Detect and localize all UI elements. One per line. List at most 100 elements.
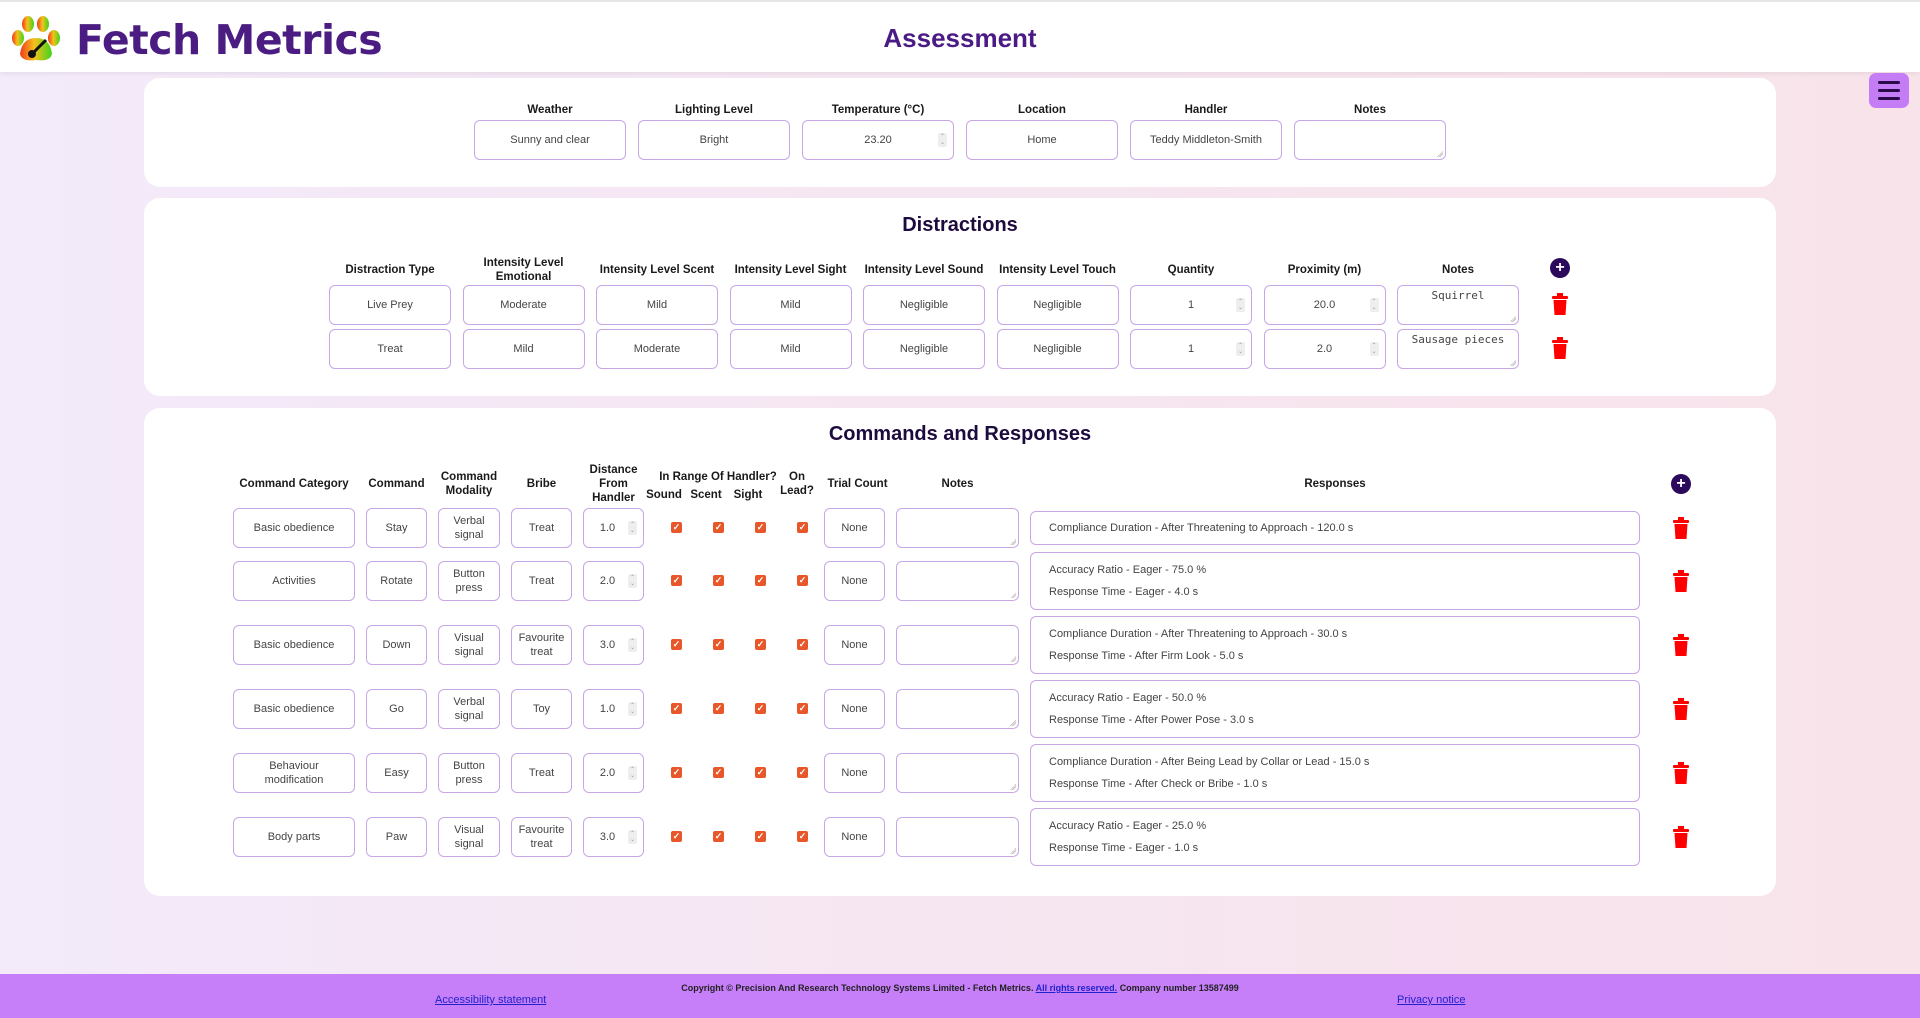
scent-checkbox[interactable]: ✓ <box>713 522 724 533</box>
delete-command-trash-icon[interactable] <box>1673 570 1689 592</box>
bribe-select[interactable]: Favourite treat <box>511 625 572 665</box>
bribe-select[interactable]: Treat <box>511 561 572 601</box>
lead-checkbox[interactable]: ✓ <box>797 831 808 842</box>
sight-checkbox[interactable]: ✓ <box>755 831 766 842</box>
bribe-select[interactable]: Favourite treat <box>511 817 572 857</box>
number-input[interactable]: 1 ⌃ ⌄ <box>1130 285 1252 325</box>
select-field[interactable]: Live Prey <box>329 285 451 325</box>
bribe-select[interactable]: Treat <box>511 508 572 548</box>
spinner-icon[interactable]: ⌃ ⌄ <box>1236 342 1245 356</box>
sound-checkbox[interactable]: ✓ <box>671 522 682 533</box>
delete-command-trash-icon[interactable] <box>1673 634 1689 656</box>
distance-input[interactable]: 2.0 ⌃ ⌄ <box>583 561 644 601</box>
scent-checkbox[interactable]: ✓ <box>713 639 724 650</box>
sound-checkbox[interactable]: ✓ <box>671 831 682 842</box>
sight-checkbox[interactable]: ✓ <box>755 703 766 714</box>
lead-checkbox[interactable]: ✓ <box>797 767 808 778</box>
sight-checkbox[interactable]: ✓ <box>755 575 766 586</box>
modality-select[interactable]: Verbal signal <box>438 508 500 548</box>
lead-checkbox[interactable]: ✓ <box>797 639 808 650</box>
sound-checkbox[interactable]: ✓ <box>671 639 682 650</box>
scent-checkbox[interactable]: ✓ <box>713 767 724 778</box>
select-field[interactable]: Negligible <box>996 329 1119 369</box>
sight-checkbox[interactable]: ✓ <box>755 767 766 778</box>
weather-select[interactable]: Sunny and clear <box>474 120 626 160</box>
menu-button[interactable] <box>1869 73 1909 108</box>
sound-checkbox[interactable]: ✓ <box>671 767 682 778</box>
category-select[interactable]: Activities <box>233 561 355 601</box>
select-field[interactable]: Negligible <box>863 329 985 369</box>
trial-count-select[interactable]: None <box>824 508 885 548</box>
responses-box[interactable]: Compliance Duration - After Threatening … <box>1030 616 1640 674</box>
scent-checkbox[interactable]: ✓ <box>713 575 724 586</box>
responses-box[interactable]: Compliance Duration - After Threatening … <box>1030 511 1640 545</box>
add-distraction-button[interactable]: + <box>1550 258 1570 278</box>
modality-select[interactable]: Visual signal <box>438 817 500 857</box>
notes-textarea[interactable] <box>896 753 1019 793</box>
responses-box[interactable]: Accuracy Ratio - Eager - 25.0 % Response … <box>1030 808 1640 866</box>
command-select[interactable]: Easy <box>366 753 427 793</box>
category-select[interactable]: Basic obedience <box>233 689 355 729</box>
add-command-button[interactable]: + <box>1671 474 1691 494</box>
spinner-icon[interactable]: ⌃ ⌄ <box>1369 342 1379 356</box>
trial-count-select[interactable]: None <box>824 753 885 793</box>
notes-textarea[interactable] <box>896 508 1019 548</box>
select-field[interactable]: Mild <box>729 329 852 369</box>
commands-scroll-area[interactable]: Command Category Command Command Modality B… <box>144 408 1776 870</box>
modality-select[interactable]: Visual signal <box>438 625 500 665</box>
select-field[interactable]: Mild <box>462 329 585 369</box>
temperature-c-input[interactable]: 23.20 ⌃ ⌄ <box>802 120 954 160</box>
select-field[interactable]: Treat <box>329 329 451 369</box>
command-select[interactable]: Rotate <box>366 561 427 601</box>
rights-link[interactable]: All rights reserved. <box>1035 983 1118 993</box>
spinner-icon[interactable]: ⌃ ⌄ <box>628 521 637 535</box>
sight-checkbox[interactable]: ✓ <box>755 522 766 533</box>
responses-box[interactable]: Accuracy Ratio - Eager - 50.0 % Response … <box>1030 680 1640 738</box>
modality-select[interactable]: Button press <box>438 753 500 793</box>
sound-checkbox[interactable]: ✓ <box>671 575 682 586</box>
spinner-icon[interactable]: ⌃ ⌄ <box>938 133 947 147</box>
spinner-icon[interactable]: ⌃ ⌄ <box>1236 298 1245 312</box>
command-select[interactable]: Go <box>366 689 427 729</box>
delete-distraction-trash-icon[interactable] <box>1552 337 1568 359</box>
spinner-icon[interactable]: ⌃ ⌄ <box>628 702 637 716</box>
notes-textarea[interactable] <box>1294 120 1446 160</box>
select-field[interactable]: Moderate <box>462 285 585 325</box>
notes-textarea[interactable] <box>896 561 1019 601</box>
delete-command-trash-icon[interactable] <box>1673 826 1689 848</box>
spinner-icon[interactable]: ⌃ ⌄ <box>628 830 637 844</box>
select-field[interactable]: Mild <box>729 285 852 325</box>
distance-input[interactable]: 2.0 ⌃ ⌄ <box>583 753 644 793</box>
number-input[interactable]: 20.0 ⌃ ⌄ <box>1263 285 1386 325</box>
number-input[interactable]: 1 ⌃ ⌄ <box>1130 329 1252 369</box>
distance-input[interactable]: 1.0 ⌃ ⌄ <box>583 689 644 729</box>
trial-count-select[interactable]: None <box>824 625 885 665</box>
spinner-icon[interactable]: ⌃ ⌄ <box>1369 298 1379 312</box>
privacy-link[interactable]: Privacy notice <box>1397 994 1466 1006</box>
notes-textarea[interactable] <box>896 625 1019 665</box>
distance-input[interactable]: 3.0 ⌃ ⌄ <box>583 817 644 857</box>
responses-box[interactable]: Compliance Duration - After Being Lead b… <box>1030 744 1640 802</box>
spinner-icon[interactable]: ⌃ ⌄ <box>628 766 637 780</box>
command-select[interactable]: Paw <box>366 817 427 857</box>
command-select[interactable]: Stay <box>366 508 427 548</box>
delete-command-trash-icon[interactable] <box>1673 517 1689 539</box>
spinner-icon[interactable]: ⌃ ⌄ <box>628 638 637 652</box>
command-select[interactable]: Down <box>366 625 427 665</box>
sight-checkbox[interactable]: ✓ <box>755 639 766 650</box>
responses-box[interactable]: Accuracy Ratio - Eager - 75.0 % Response … <box>1030 552 1640 610</box>
select-field[interactable]: Moderate <box>596 329 718 369</box>
trial-count-select[interactable]: None <box>824 817 885 857</box>
delete-command-trash-icon[interactable] <box>1673 698 1689 720</box>
lead-checkbox[interactable]: ✓ <box>797 522 808 533</box>
delete-command-trash-icon[interactable] <box>1673 762 1689 784</box>
category-select[interactable]: Behaviour modification <box>233 753 355 793</box>
handler-select[interactable]: Teddy Middleton-Smith <box>1130 120 1282 160</box>
select-field[interactable]: Mild <box>596 285 718 325</box>
delete-distraction-trash-icon[interactable] <box>1552 293 1568 315</box>
spinner-icon[interactable]: ⌃ ⌄ <box>628 574 637 588</box>
scent-checkbox[interactable]: ✓ <box>713 703 724 714</box>
modality-select[interactable]: Verbal signal <box>438 689 500 729</box>
select-field[interactable]: Negligible <box>996 285 1119 325</box>
distance-input[interactable]: 3.0 ⌃ ⌄ <box>583 625 644 665</box>
